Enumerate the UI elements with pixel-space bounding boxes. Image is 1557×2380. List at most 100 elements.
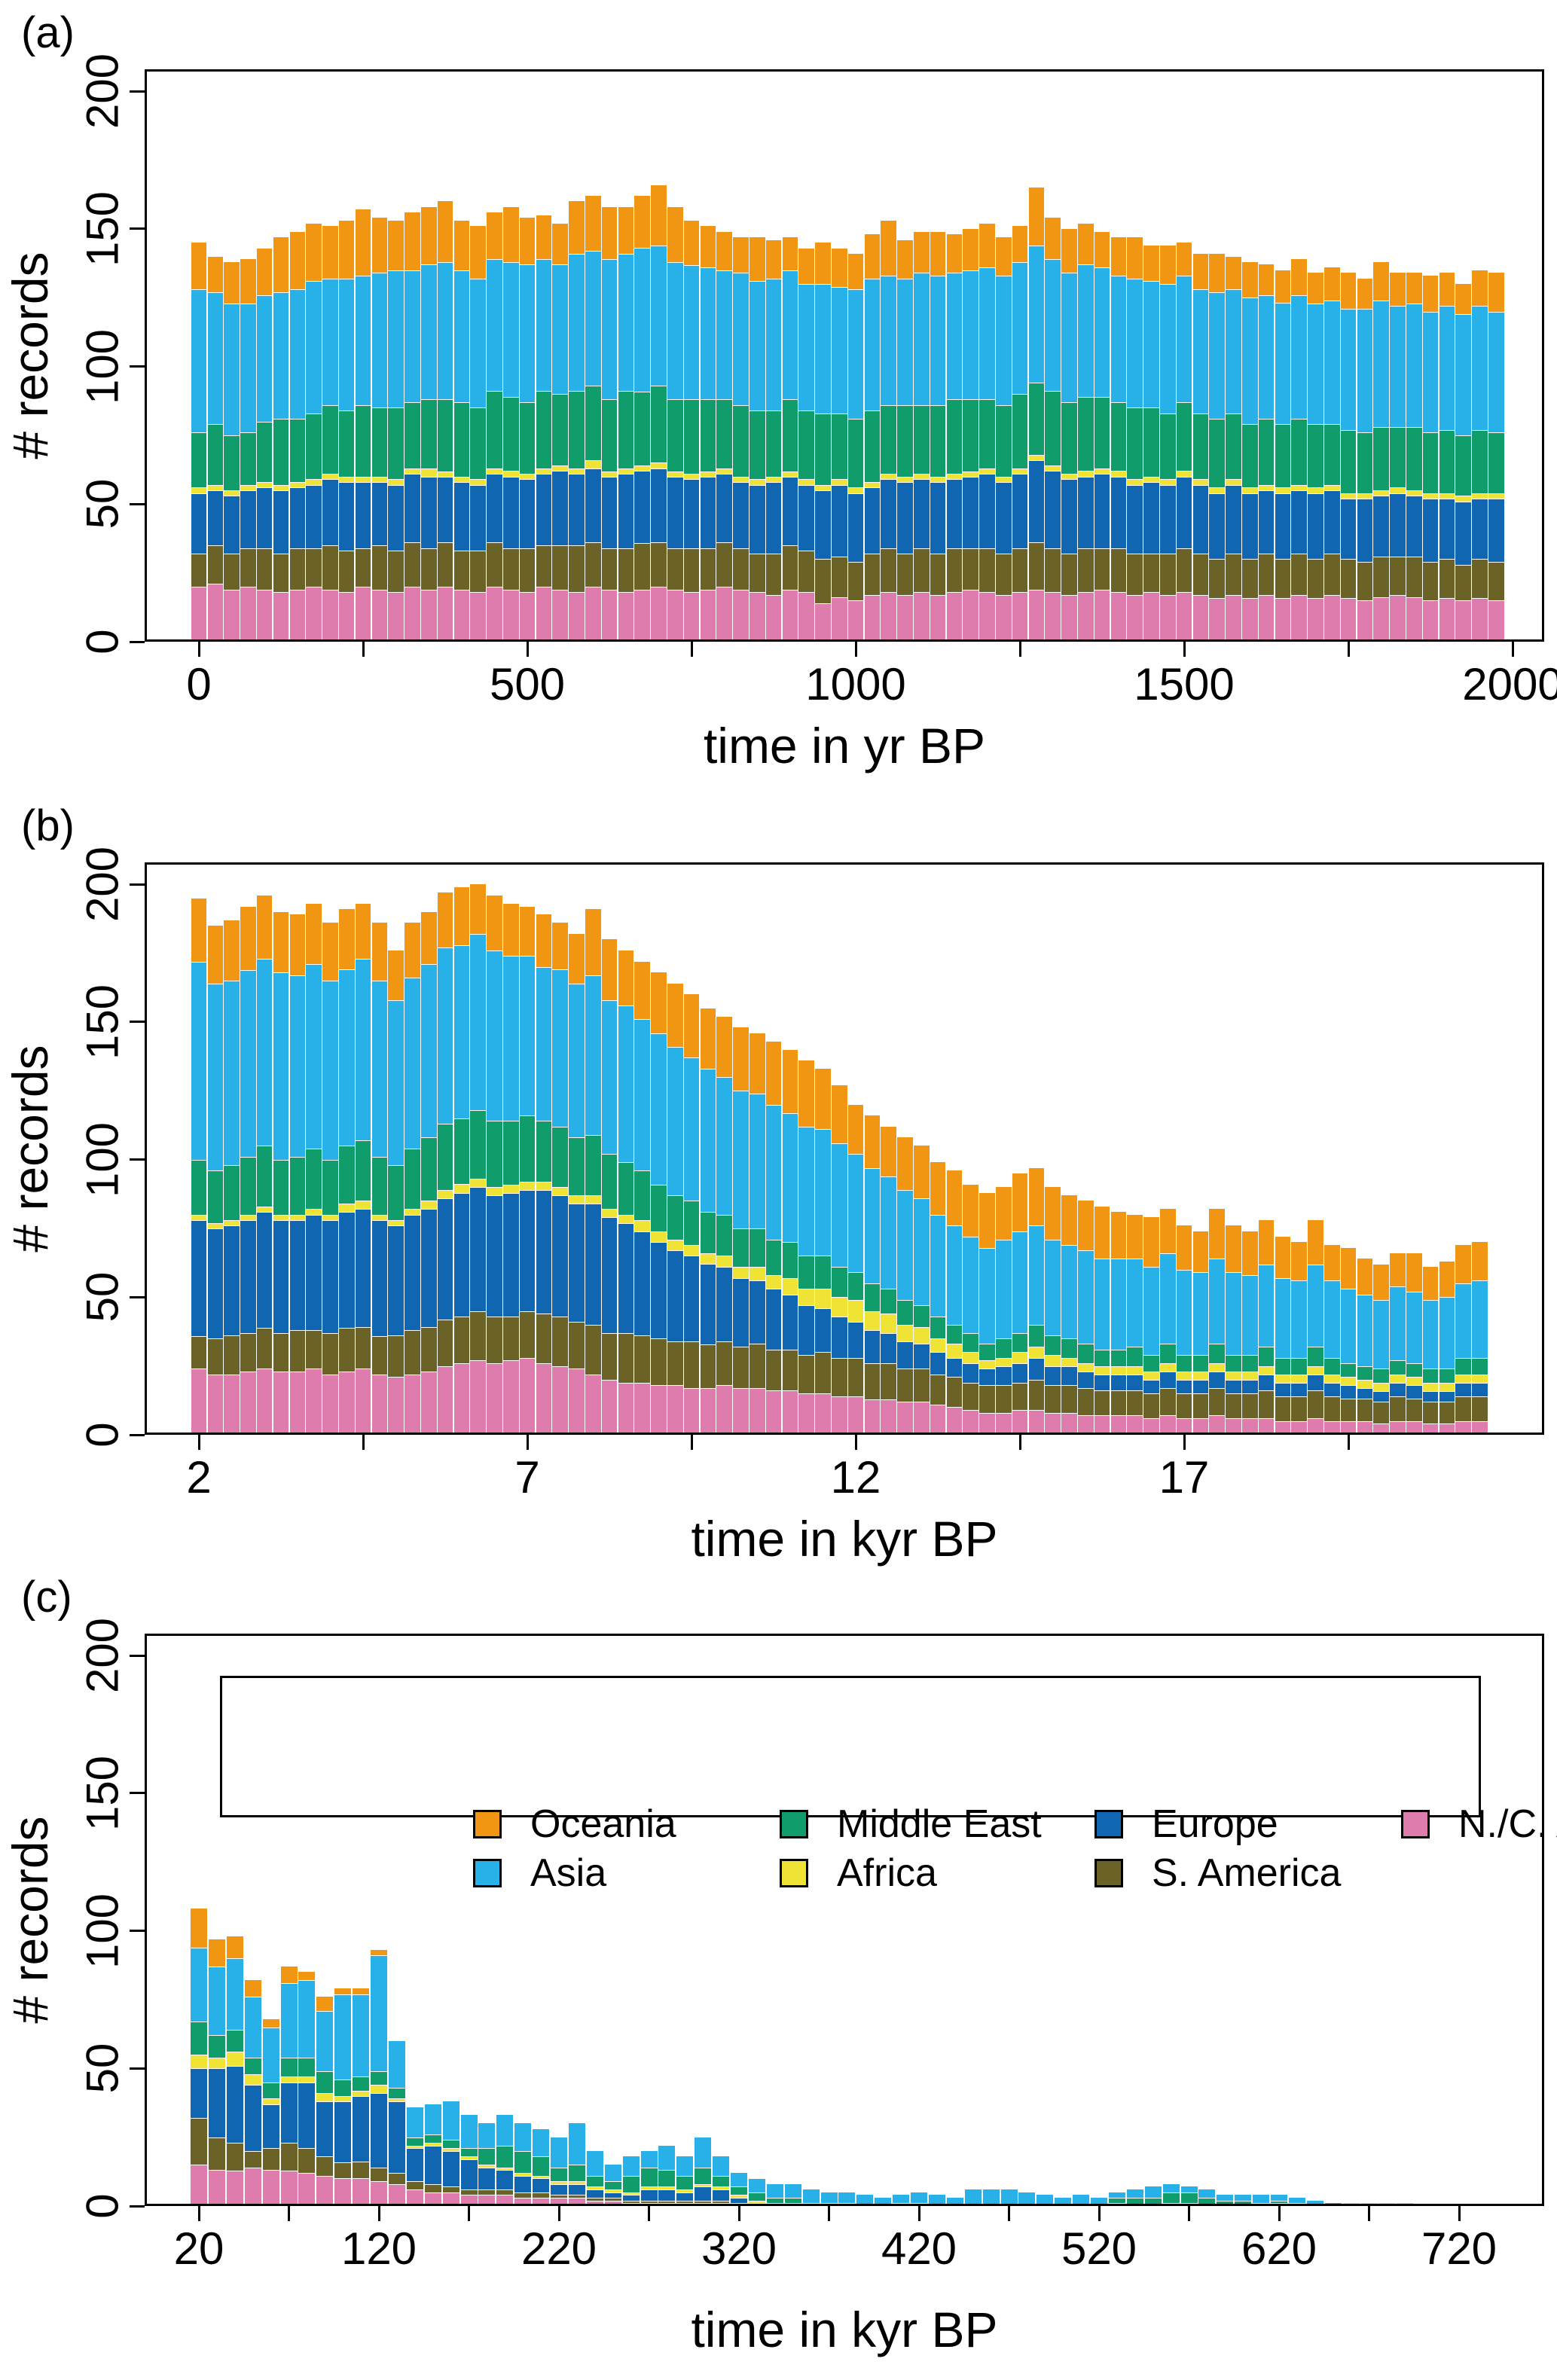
bar-segment bbox=[700, 548, 716, 590]
bar-segment bbox=[256, 1146, 273, 1207]
bar-segment bbox=[765, 476, 782, 483]
bar-segment bbox=[569, 391, 585, 468]
y-tick bbox=[130, 1930, 145, 1933]
bar-segment bbox=[749, 1280, 765, 1344]
bar-segment bbox=[1226, 1225, 1241, 1273]
bar-segment bbox=[388, 2173, 405, 2184]
bar-segment bbox=[1258, 264, 1275, 295]
bar-segment bbox=[453, 1316, 469, 1363]
bar-segment bbox=[207, 256, 224, 292]
bar-segment bbox=[1422, 311, 1439, 433]
bar-segment bbox=[585, 459, 601, 468]
bar-segment bbox=[1439, 1382, 1455, 1391]
bar-segment bbox=[856, 2195, 874, 2206]
bar-segment bbox=[421, 1201, 437, 1210]
bar-segment bbox=[1028, 454, 1044, 460]
bar-segment bbox=[733, 1387, 749, 1435]
bar-segment bbox=[765, 1349, 782, 1391]
bar-segment bbox=[996, 1239, 1012, 1339]
bar-segment bbox=[226, 2143, 243, 2171]
bar-segment bbox=[618, 1222, 634, 1333]
bar-segment bbox=[470, 1109, 486, 1179]
bar-segment bbox=[470, 1360, 486, 1435]
bar-segment bbox=[881, 1399, 896, 1435]
x-tick-label: 220 bbox=[521, 2223, 597, 2274]
bar-segment bbox=[322, 1332, 338, 1375]
bar-segment bbox=[979, 399, 995, 468]
bar-segment bbox=[552, 264, 568, 395]
bar-segment bbox=[622, 2195, 640, 2201]
bar-segment bbox=[716, 399, 732, 468]
bar-segment bbox=[1390, 306, 1406, 427]
bar-segment bbox=[1373, 1390, 1389, 1402]
bar-segment bbox=[930, 1162, 946, 1215]
bar-segment bbox=[1275, 1236, 1290, 1278]
bar-segment bbox=[208, 2137, 225, 2171]
bar-segment bbox=[1291, 1382, 1307, 1396]
bar-segment bbox=[1488, 600, 1504, 642]
bar-segment bbox=[911, 2192, 927, 2204]
x-minor-tick bbox=[1188, 2206, 1190, 2221]
bar-segment bbox=[536, 1121, 551, 1182]
bar-segment bbox=[1126, 2198, 1143, 2206]
bar-segment bbox=[963, 1332, 978, 1353]
x-tick bbox=[1458, 2206, 1461, 2221]
bar-segment bbox=[1324, 267, 1340, 301]
bar-segment bbox=[651, 245, 667, 386]
bar-segment bbox=[289, 419, 306, 482]
bar-segment bbox=[604, 2181, 621, 2190]
bar-segment bbox=[996, 276, 1012, 405]
bar-segment bbox=[298, 2082, 316, 2149]
bar-segment bbox=[316, 2093, 334, 2102]
x-tick-label: 17 bbox=[1159, 1452, 1210, 1503]
x-minor-tick bbox=[690, 1435, 693, 1450]
bar-segment bbox=[1324, 1374, 1340, 1383]
bar-segment bbox=[716, 270, 732, 400]
bar-segment bbox=[782, 1112, 798, 1243]
bar-segment bbox=[1455, 1283, 1471, 1358]
bar-segment bbox=[453, 886, 469, 945]
bar-segment bbox=[1406, 556, 1422, 598]
bar-segment bbox=[914, 1327, 930, 1344]
bar-segment bbox=[832, 413, 847, 480]
bar-segment bbox=[224, 435, 240, 491]
bar-segment bbox=[1078, 1201, 1094, 1251]
bar-segment bbox=[765, 1275, 782, 1289]
bar-segment bbox=[355, 548, 371, 587]
bar-segment bbox=[470, 884, 486, 934]
bar-segment bbox=[667, 1341, 683, 1386]
bar-segment bbox=[930, 1352, 946, 1375]
bar-segment bbox=[1324, 300, 1340, 425]
bar-segment bbox=[1012, 1173, 1028, 1231]
bar-segment bbox=[298, 2057, 316, 2077]
bar-segment bbox=[339, 1327, 355, 1372]
bar-segment bbox=[191, 1159, 207, 1215]
x-tick-label: 20 bbox=[173, 2223, 224, 2274]
bar-segment bbox=[847, 1357, 864, 1396]
bar-segment bbox=[1012, 261, 1028, 395]
bar-segment bbox=[667, 589, 683, 642]
bar-segment bbox=[930, 404, 946, 477]
bar-segment bbox=[700, 1344, 716, 1388]
bar-segment bbox=[1439, 1390, 1455, 1402]
bar-segment bbox=[1176, 1418, 1192, 1435]
bar-segment bbox=[496, 2170, 514, 2190]
bar-segment bbox=[1126, 2189, 1143, 2198]
bar-segment bbox=[1308, 1347, 1323, 1366]
bar-segment bbox=[897, 1324, 913, 1341]
africa-swatch-icon bbox=[780, 1859, 808, 1887]
bar-segment bbox=[618, 1214, 634, 1223]
bar-segment bbox=[1324, 554, 1340, 595]
bar-segment bbox=[552, 471, 568, 546]
middle-east-swatch-icon bbox=[780, 1810, 808, 1838]
bar-segment bbox=[470, 226, 486, 279]
bar-segment bbox=[585, 196, 601, 252]
bar-segment bbox=[1028, 1410, 1044, 1435]
bar-segment bbox=[405, 1149, 420, 1210]
bar-segment bbox=[306, 281, 322, 413]
bar-segment bbox=[1226, 479, 1241, 485]
bar-segment bbox=[667, 476, 683, 548]
bar-segment bbox=[371, 2071, 387, 2086]
bar-segment bbox=[1110, 236, 1126, 276]
bar-segment bbox=[1472, 559, 1488, 598]
